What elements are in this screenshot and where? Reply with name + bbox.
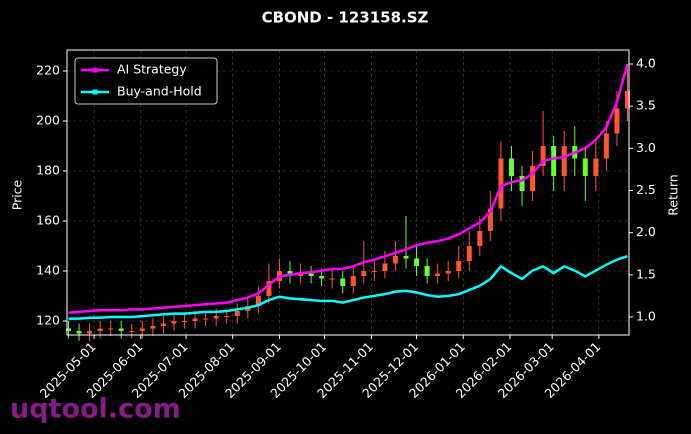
candle-body bbox=[361, 271, 367, 276]
candle-body bbox=[308, 273, 314, 276]
candle-body bbox=[139, 328, 145, 331]
y2-tick-label: 2.0 bbox=[636, 224, 656, 239]
candle-body bbox=[255, 296, 261, 306]
candle-body bbox=[530, 166, 536, 191]
candle-body bbox=[340, 278, 346, 286]
candle-body bbox=[150, 326, 156, 329]
candle-body bbox=[287, 271, 293, 276]
candle-body bbox=[445, 271, 451, 274]
y-tick-label: 140 bbox=[36, 263, 60, 278]
candle-body bbox=[118, 328, 124, 331]
candle-body bbox=[319, 276, 325, 279]
candle-body bbox=[382, 263, 388, 271]
candle-body bbox=[456, 261, 462, 271]
candle-body bbox=[519, 176, 525, 191]
candle-body bbox=[498, 158, 504, 209]
candle-body bbox=[129, 331, 135, 332]
candle-body bbox=[329, 278, 335, 280]
legend-marker bbox=[92, 89, 98, 95]
candle-body bbox=[624, 91, 630, 109]
candle-body bbox=[466, 246, 472, 261]
candle-body bbox=[298, 273, 304, 276]
candle-body bbox=[477, 231, 483, 246]
y-tick-label: 160 bbox=[36, 213, 60, 228]
return-line bbox=[68, 63, 629, 314]
y2-tick-label: 1.0 bbox=[636, 308, 656, 323]
y2-tick-label: 2.5 bbox=[636, 182, 656, 197]
candle-body bbox=[108, 328, 114, 330]
y2-tick-label: 3.0 bbox=[636, 140, 656, 155]
candle-body bbox=[66, 328, 72, 331]
candle-body bbox=[213, 316, 219, 319]
candle-body bbox=[614, 108, 620, 134]
y-tick-label: 120 bbox=[36, 313, 60, 328]
candle-body bbox=[234, 311, 240, 316]
chart-title: CBOND - 123158.SZ bbox=[262, 9, 429, 27]
candle-body bbox=[224, 316, 230, 317]
legend-marker bbox=[92, 67, 98, 73]
legend-label: Buy-and-Hold bbox=[117, 84, 202, 99]
candle-body bbox=[603, 133, 609, 159]
return-line bbox=[68, 255, 628, 320]
candle-body bbox=[540, 146, 546, 166]
candle-body bbox=[87, 331, 93, 334]
candle-body bbox=[392, 256, 398, 264]
candle-body bbox=[76, 331, 82, 334]
candle-body bbox=[508, 158, 514, 176]
y2-tick-label: 1.5 bbox=[636, 266, 656, 281]
y-tick-label: 200 bbox=[36, 113, 60, 128]
candle-body bbox=[371, 271, 377, 272]
candle-body bbox=[435, 273, 441, 276]
candle-body bbox=[266, 281, 272, 296]
candle-body bbox=[97, 328, 103, 331]
y2-axis-label: Return bbox=[666, 174, 681, 215]
y-axis-label: Price bbox=[10, 179, 25, 210]
legend-box bbox=[74, 57, 218, 105]
candle-body bbox=[350, 276, 356, 286]
y2-tick-label: 3.5 bbox=[636, 98, 656, 113]
candle-body bbox=[171, 321, 177, 324]
y2-tick-label: 4.0 bbox=[636, 55, 656, 70]
candle-body bbox=[160, 323, 166, 326]
candle-body bbox=[192, 318, 198, 321]
candle-body bbox=[203, 318, 209, 320]
candle-body bbox=[414, 258, 420, 266]
candle-body bbox=[593, 158, 599, 176]
candle-body bbox=[403, 256, 409, 259]
candle-body bbox=[551, 146, 557, 176]
legend-label: AI Strategy bbox=[117, 62, 187, 77]
candle-body bbox=[582, 158, 588, 176]
plot-frame bbox=[66, 49, 630, 336]
candle-body bbox=[487, 208, 493, 231]
candle-body bbox=[182, 321, 188, 322]
candle-body bbox=[561, 146, 567, 176]
y-tick-label: 220 bbox=[36, 63, 60, 78]
y-tick-label: 180 bbox=[36, 163, 60, 178]
candle-body bbox=[424, 266, 430, 276]
watermark: uqtool.com bbox=[10, 394, 181, 425]
